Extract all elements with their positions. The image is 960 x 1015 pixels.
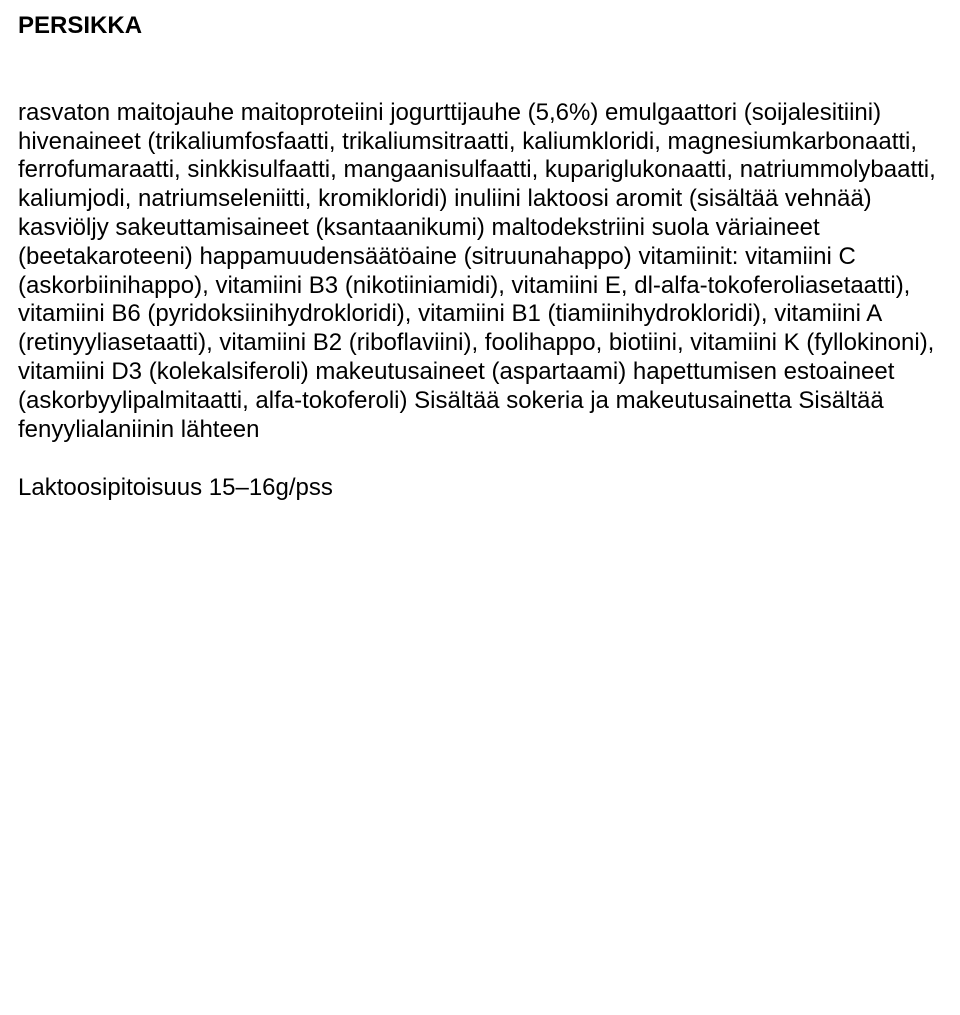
document-page: PERSIKKA rasvaton maitojauhe maitoprotei… bbox=[0, 0, 960, 543]
lactose-note: Laktoosipitoisuus 15–16g/pss bbox=[18, 474, 942, 503]
product-title: PERSIKKA bbox=[18, 12, 942, 41]
ingredients-list: rasvaton maitojauhe maitoproteiini jogur… bbox=[18, 99, 942, 445]
